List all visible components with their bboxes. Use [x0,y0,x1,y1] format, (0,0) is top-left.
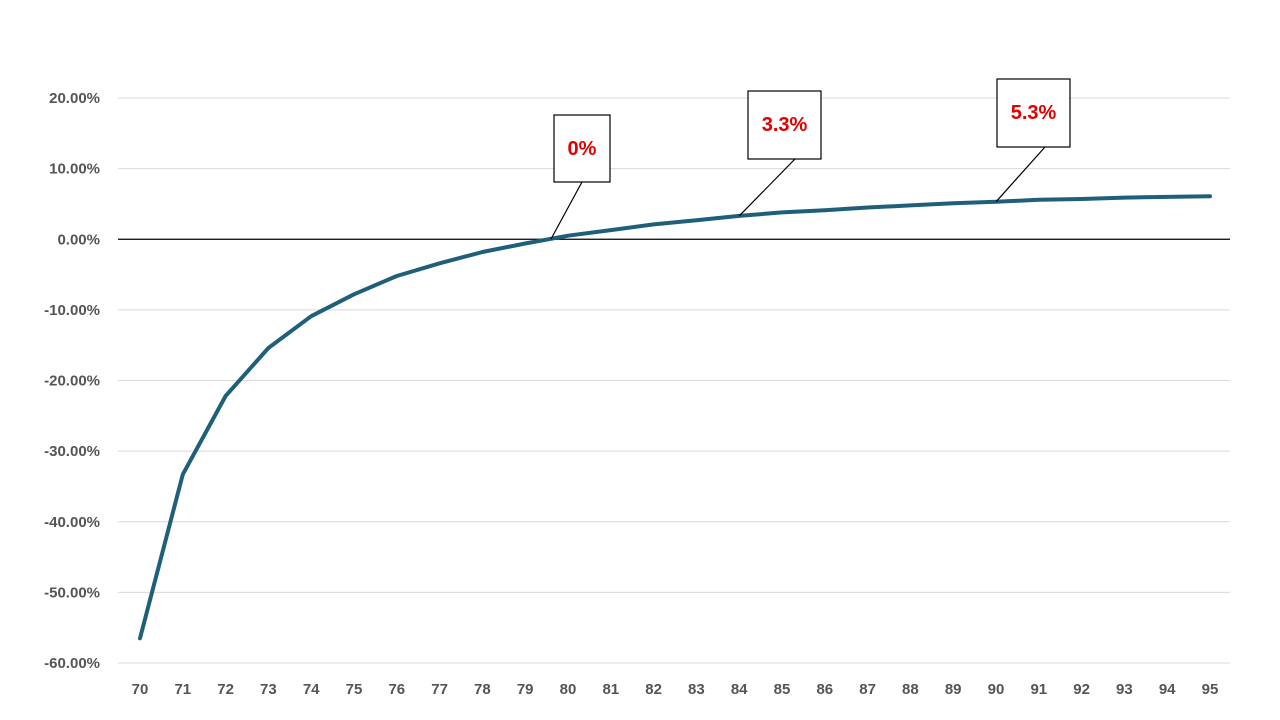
x-tick-label: 71 [174,681,191,698]
callout-leader-line [550,181,583,240]
x-tick-label: 77 [431,681,448,698]
x-tick-label: 91 [1030,681,1047,698]
y-tick-label: -10.00% [44,302,100,319]
callout-label: 0% [568,138,597,160]
x-tick-label: 73 [260,681,277,698]
y-tick-label: 0.00% [57,231,100,248]
x-tick-label: 87 [859,681,876,698]
y-tick-label: -20.00% [44,373,100,390]
x-tick-label: 81 [602,681,619,698]
x-tick-label: 82 [645,681,662,698]
callout-box [747,90,822,160]
x-tick-label: 80 [560,681,577,698]
y-tick-label: -50.00% [44,584,100,601]
x-tick-label: 92 [1073,681,1090,698]
x-tick-label: 88 [902,681,919,698]
x-tick-label: 70 [132,681,149,698]
callout: 5.3% [995,78,1071,203]
y-tick-label: -40.00% [44,514,100,531]
x-tick-label: 89 [945,681,962,698]
y-tick-label: 20.00% [49,90,100,107]
series-layer [138,194,1212,641]
gridlines [118,97,1230,664]
x-tick-label: 94 [1159,681,1176,698]
x-tick-label: 85 [774,681,791,698]
callout-label: 3.3% [762,114,808,136]
callout-box [996,78,1071,148]
x-tick-label: 78 [474,681,491,698]
series-line [138,194,1212,641]
x-tick-label: 95 [1202,681,1219,698]
x-tick-label: 75 [346,681,363,698]
x-tick-label: 74 [303,681,320,698]
callouts: 0% 3.3% 5.3% [550,78,1071,240]
x-tick-label: 84 [731,681,748,698]
x-tick-label: 83 [688,681,705,698]
callout-label: 5.3% [1011,102,1057,124]
y-tick-label: -60.00% [44,655,100,672]
callout: 0% [550,114,611,240]
callout-leader-line [995,146,1046,203]
y-tick-label: -30.00% [44,443,100,460]
x-tick-label: 93 [1116,681,1133,698]
x-axis: 70 71 72 73 74 75 76 77 78 79 80 81 82 83 84 85 86 87 88 89… [132,681,1219,698]
x-tick-label: 76 [388,681,405,698]
x-tick-label: 72 [217,681,234,698]
y-tick-label: 10.00% [49,161,100,178]
callout-leader-line [738,158,796,217]
x-tick-label: 90 [988,681,1005,698]
x-tick-label: 86 [816,681,833,698]
callout-box [553,114,611,183]
callout: 3.3% [738,90,822,217]
y-axis: 20.00% 10.00% 0.00% -10.00% -20.00% -30.00% -4… [44,90,100,672]
x-tick-label: 79 [517,681,534,698]
